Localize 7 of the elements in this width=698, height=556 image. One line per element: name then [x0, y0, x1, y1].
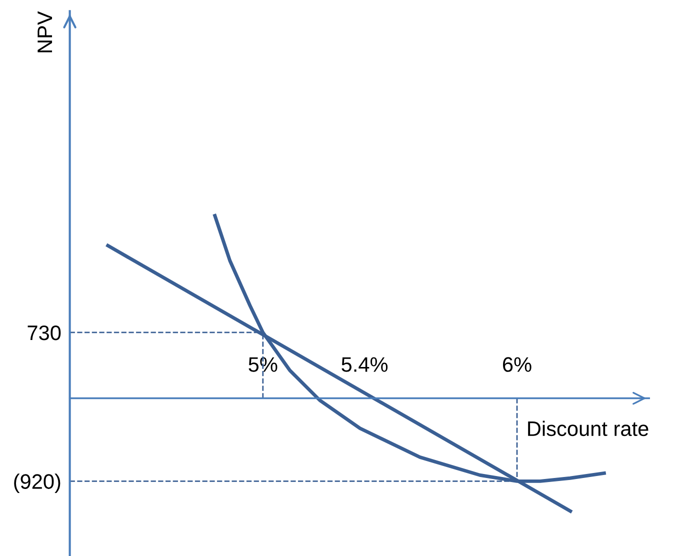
y-axis-title: NPV	[38, 11, 52, 52]
x-tick-label: 5%	[248, 357, 278, 372]
x-axis-title: Discount rate	[528, 420, 648, 436]
x-tick-label: 5.4%	[342, 357, 388, 372]
y-tick-label: (920)	[14, 474, 60, 494]
y-tick-label: 730	[28, 325, 61, 340]
x-tick-label: 6%	[503, 357, 532, 372]
